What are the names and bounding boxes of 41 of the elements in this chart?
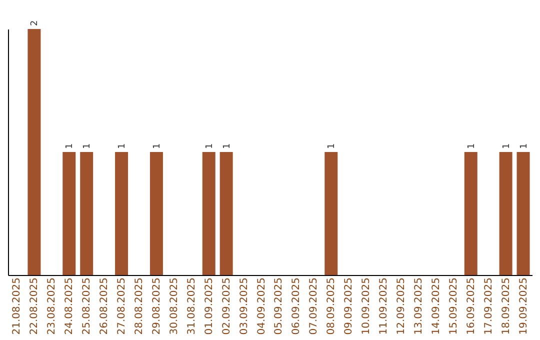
- x-tick-label: 24.08.2025: [64, 278, 76, 335]
- x-tick-label: 23.08.2025: [46, 278, 58, 335]
- x-tick-label: 17.09.2025: [483, 278, 494, 335]
- data-label: 1: [65, 143, 76, 149]
- x-tick-label: 01.09.2025: [204, 278, 215, 335]
- x-tick-label: 05.09.2025: [274, 278, 285, 335]
- x-tick-label: 21.08.2025: [12, 278, 23, 335]
- x-tick-label: 29.08.2025: [151, 278, 162, 335]
- x-tick-label: 15.09.2025: [448, 278, 460, 335]
- x-tick-label: 25.08.2025: [82, 278, 93, 335]
- x-tick-label: 07.09.2025: [308, 278, 320, 335]
- data-label: 1: [118, 143, 128, 149]
- x-tick-label: 10.09.2025: [361, 278, 372, 335]
- data-label: 1: [466, 143, 477, 149]
- x-tick-label: 18.09.2025: [500, 278, 512, 335]
- data-label: 1: [327, 143, 338, 149]
- data-label: 2: [30, 20, 40, 26]
- data-label: 1: [204, 143, 215, 149]
- data-label: 1: [519, 143, 530, 149]
- x-tick-label: 08.09.2025: [326, 278, 338, 335]
- x-tick-label: 03.09.2025: [238, 278, 250, 335]
- data-label: 1: [502, 143, 512, 149]
- x-tick-label: 27.08.2025: [116, 278, 128, 335]
- x-tick-label: 26.08.2025: [99, 278, 110, 335]
- x-tick-label: 06.09.2025: [291, 278, 302, 335]
- x-tick-label: 09.09.2025: [344, 278, 355, 335]
- data-label: 1: [222, 143, 232, 149]
- x-tick-label: 19.09.2025: [518, 278, 530, 335]
- x-tick-label: 11.09.2025: [378, 278, 390, 335]
- x-tick-label: 04.09.2025: [256, 278, 268, 335]
- x-tick-label: 30.08.2025: [168, 278, 180, 335]
- x-tick-label: 31.08.2025: [186, 278, 198, 335]
- x-tick-label: 13.09.2025: [413, 278, 424, 335]
- data-label: 1: [152, 143, 162, 149]
- x-tick-label: 14.09.2025: [430, 278, 442, 335]
- data-label: 1: [82, 143, 93, 149]
- x-tick-label: 02.09.2025: [221, 278, 232, 335]
- x-tick-label: 22.08.2025: [29, 278, 40, 335]
- x-tick-label: 28.08.2025: [134, 278, 145, 335]
- x-tick-label: 16.09.2025: [466, 278, 477, 335]
- x-tick-label: 12.09.2025: [396, 278, 407, 335]
